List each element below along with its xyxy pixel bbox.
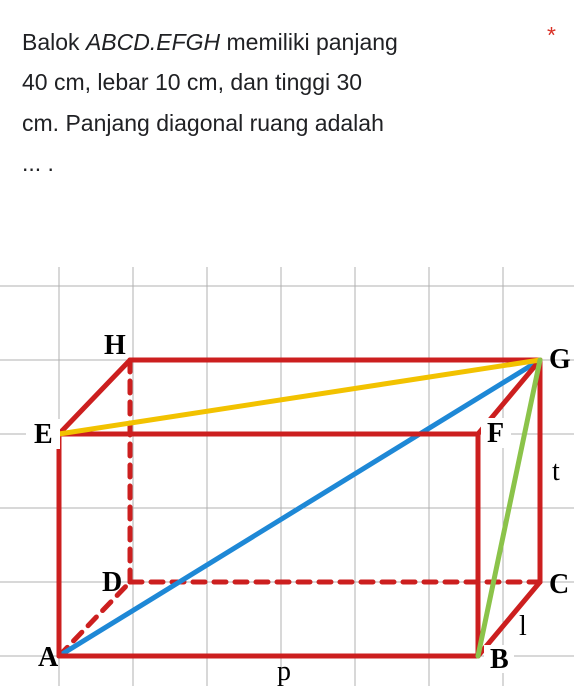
svg-text:H: H (104, 330, 126, 361)
q-line3: cm. Panjang diagonal ruang adalah (22, 110, 384, 136)
svg-text:E: E (34, 419, 53, 450)
q-line2: 40 cm, lebar 10 cm, dan tinggi 30 (22, 69, 362, 95)
q-line4: ... . (22, 150, 54, 176)
required-asterisk: * (547, 22, 556, 49)
cuboid-diagram: A B C D E F G Hp l t (0, 267, 574, 686)
svg-text:l: l (519, 611, 527, 642)
svg-text:A: A (38, 642, 59, 673)
svg-text:F: F (487, 418, 504, 449)
q-line1-italic: ABCD.EFGH (86, 29, 220, 55)
svg-text:D: D (102, 567, 122, 598)
question-text: Balok ABCD.EFGH memiliki panjang 40 cm, … (22, 22, 546, 183)
svg-text:B: B (490, 644, 509, 675)
svg-text:G: G (549, 344, 571, 375)
q-line1-suffix: memiliki panjang (220, 29, 398, 55)
diagram-container: A B C D E F G Hp l t (0, 267, 574, 686)
question-block: Balok ABCD.EFGH memiliki panjang 40 cm, … (0, 0, 574, 183)
q-line1-prefix: Balok (22, 29, 86, 55)
svg-text:t: t (552, 456, 560, 487)
svg-text:C: C (549, 569, 569, 600)
svg-text:p: p (277, 656, 291, 686)
